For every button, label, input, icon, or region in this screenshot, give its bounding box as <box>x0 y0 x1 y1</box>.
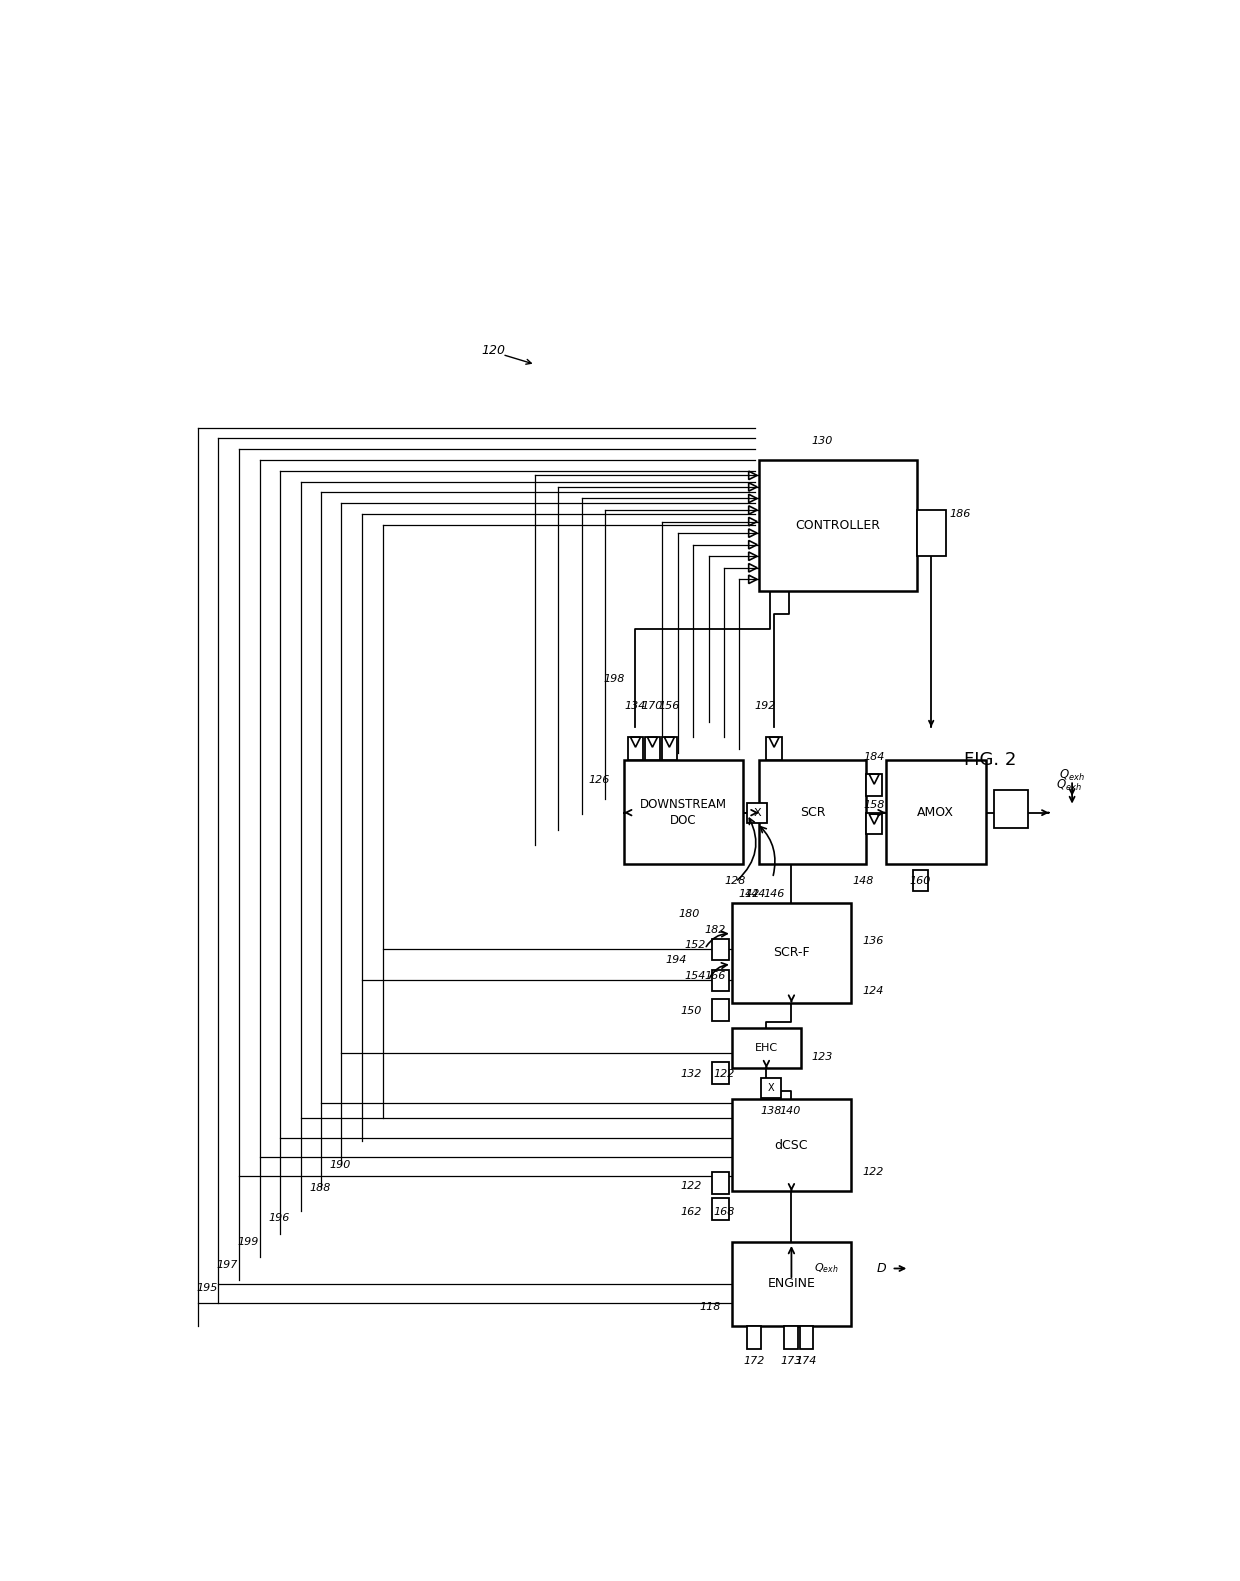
Bar <box>713 1172 729 1194</box>
Bar <box>766 737 781 760</box>
Bar <box>748 1326 761 1349</box>
Bar <box>732 1028 801 1069</box>
Bar <box>784 1326 799 1349</box>
Text: 198: 198 <box>603 675 625 685</box>
Text: $Q_{exh}$: $Q_{exh}$ <box>1056 778 1083 794</box>
Text: 120: 120 <box>481 345 505 357</box>
Bar <box>662 737 677 760</box>
Text: 142: 142 <box>739 889 760 898</box>
Text: 146: 146 <box>764 889 785 898</box>
Bar <box>916 511 946 557</box>
Bar <box>732 903 851 1002</box>
Bar <box>713 939 729 961</box>
Text: 130: 130 <box>811 436 833 446</box>
Bar <box>645 737 660 760</box>
Text: 118: 118 <box>699 1303 720 1312</box>
Text: $Q_{exh}$: $Q_{exh}$ <box>813 1262 838 1276</box>
Bar <box>993 789 1028 828</box>
Text: 152: 152 <box>684 941 706 950</box>
Bar <box>867 813 882 835</box>
Text: 190: 190 <box>330 1159 351 1170</box>
Text: 124: 124 <box>862 987 883 996</box>
Text: 128: 128 <box>725 876 746 887</box>
Text: 172: 172 <box>744 1356 765 1366</box>
Bar <box>867 775 882 795</box>
Text: X: X <box>754 808 761 817</box>
Text: X: X <box>768 1083 774 1092</box>
Text: 154: 154 <box>684 971 706 980</box>
Text: 196: 196 <box>268 1214 290 1224</box>
Text: 123: 123 <box>812 1051 833 1062</box>
Text: SCR: SCR <box>800 806 826 819</box>
Text: D: D <box>877 1262 887 1274</box>
Text: EHC: EHC <box>755 1043 777 1053</box>
Text: 186: 186 <box>950 509 971 519</box>
Text: SCR-F: SCR-F <box>773 947 810 960</box>
Text: 138: 138 <box>760 1105 781 1116</box>
Bar <box>713 1062 729 1083</box>
Text: 180: 180 <box>678 909 701 919</box>
Bar <box>800 1326 813 1349</box>
Text: 156: 156 <box>658 702 680 711</box>
Bar <box>624 760 743 865</box>
Bar <box>759 460 916 591</box>
Bar <box>732 1099 851 1192</box>
Bar <box>761 1078 781 1097</box>
Bar <box>627 737 644 760</box>
Text: 134: 134 <box>625 702 646 711</box>
Text: 122: 122 <box>713 1069 735 1080</box>
Text: 150: 150 <box>681 1007 702 1017</box>
Text: AMOX: AMOX <box>918 806 955 819</box>
Text: 122: 122 <box>681 1181 702 1190</box>
Text: 162: 162 <box>681 1208 702 1217</box>
Text: 173: 173 <box>780 1356 802 1366</box>
Text: 160: 160 <box>910 876 931 887</box>
Text: 144: 144 <box>745 889 766 898</box>
Bar <box>748 803 768 822</box>
Bar <box>713 999 729 1021</box>
Text: 184: 184 <box>863 753 885 762</box>
Bar <box>885 760 986 865</box>
Bar <box>713 969 729 991</box>
Bar <box>913 870 928 892</box>
Text: $Q_{exh}$: $Q_{exh}$ <box>1059 768 1085 783</box>
Text: 199: 199 <box>238 1236 259 1246</box>
Text: 195: 195 <box>197 1282 218 1293</box>
Text: 194: 194 <box>666 955 687 966</box>
Text: 197: 197 <box>217 1260 238 1270</box>
Text: 126: 126 <box>589 775 610 784</box>
Text: 188: 188 <box>309 1183 331 1192</box>
Text: dCSC: dCSC <box>775 1138 808 1153</box>
Text: CONTROLLER: CONTROLLER <box>795 519 880 531</box>
Text: 140: 140 <box>780 1105 801 1116</box>
Text: 136: 136 <box>862 936 883 947</box>
Text: 122: 122 <box>862 1167 883 1178</box>
Text: 168: 168 <box>713 1208 735 1217</box>
Text: ENGINE: ENGINE <box>768 1277 816 1290</box>
Text: 170: 170 <box>642 702 663 711</box>
Bar <box>759 760 867 865</box>
Text: 132: 132 <box>681 1069 702 1080</box>
Text: 166: 166 <box>704 971 725 980</box>
Text: 174: 174 <box>796 1356 817 1366</box>
Text: 192: 192 <box>754 702 775 711</box>
Text: 148: 148 <box>852 876 873 887</box>
Bar <box>732 1241 851 1326</box>
Bar <box>713 1198 729 1221</box>
Text: 158: 158 <box>863 800 885 809</box>
Text: DOWNSTREAM
DOC: DOWNSTREAM DOC <box>640 798 727 827</box>
Text: 182: 182 <box>704 925 725 934</box>
Text: FIG. 2: FIG. 2 <box>963 751 1016 770</box>
